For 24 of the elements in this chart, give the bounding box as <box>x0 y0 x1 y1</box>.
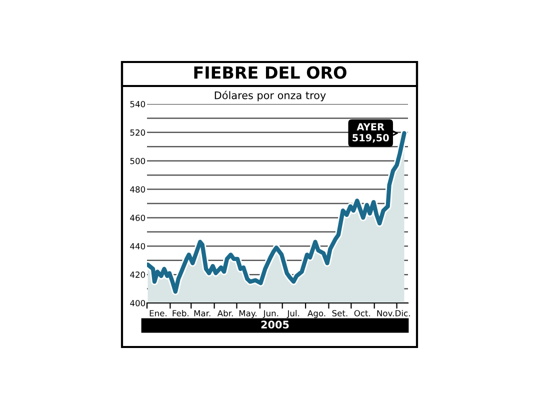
x-tick-label: Ene. <box>150 310 166 316</box>
chart-title: FIEBRE DEL ORO <box>194 66 346 79</box>
y-tick-label: 460 <box>130 214 146 221</box>
annotation: AYER 519,50 <box>352 123 389 143</box>
x-axis-title: 2005 <box>261 320 289 329</box>
y-tick-label: 480 <box>130 186 146 193</box>
y-tick-label: 520 <box>130 129 146 136</box>
x-tick-label: May. <box>239 310 256 318</box>
y-tick-label: 440 <box>130 243 146 250</box>
x-tick-label: Nov. <box>377 310 394 316</box>
x-tick-label: Jun. <box>262 310 278 318</box>
x-tick-label: Ago. <box>308 310 326 318</box>
x-tick-label: Feb. <box>172 310 188 316</box>
chart-subtitle: Dólares por onza troy <box>214 90 326 102</box>
x-tick-label: Mar. <box>194 310 210 316</box>
x-tick-label: Oct. <box>354 310 370 316</box>
x-tick-label: Abr. <box>217 310 233 316</box>
x-tick-label: Set. <box>332 310 348 316</box>
x-tick-label: Jul. <box>286 310 300 318</box>
y-tick-label: 400 <box>130 300 146 306</box>
y-tick-label: 420 <box>130 272 146 278</box>
y-tick-label: 540 <box>130 100 146 108</box>
y-tick-label: 500 <box>130 158 146 164</box>
x-tick-label: Dic. <box>396 310 410 316</box>
